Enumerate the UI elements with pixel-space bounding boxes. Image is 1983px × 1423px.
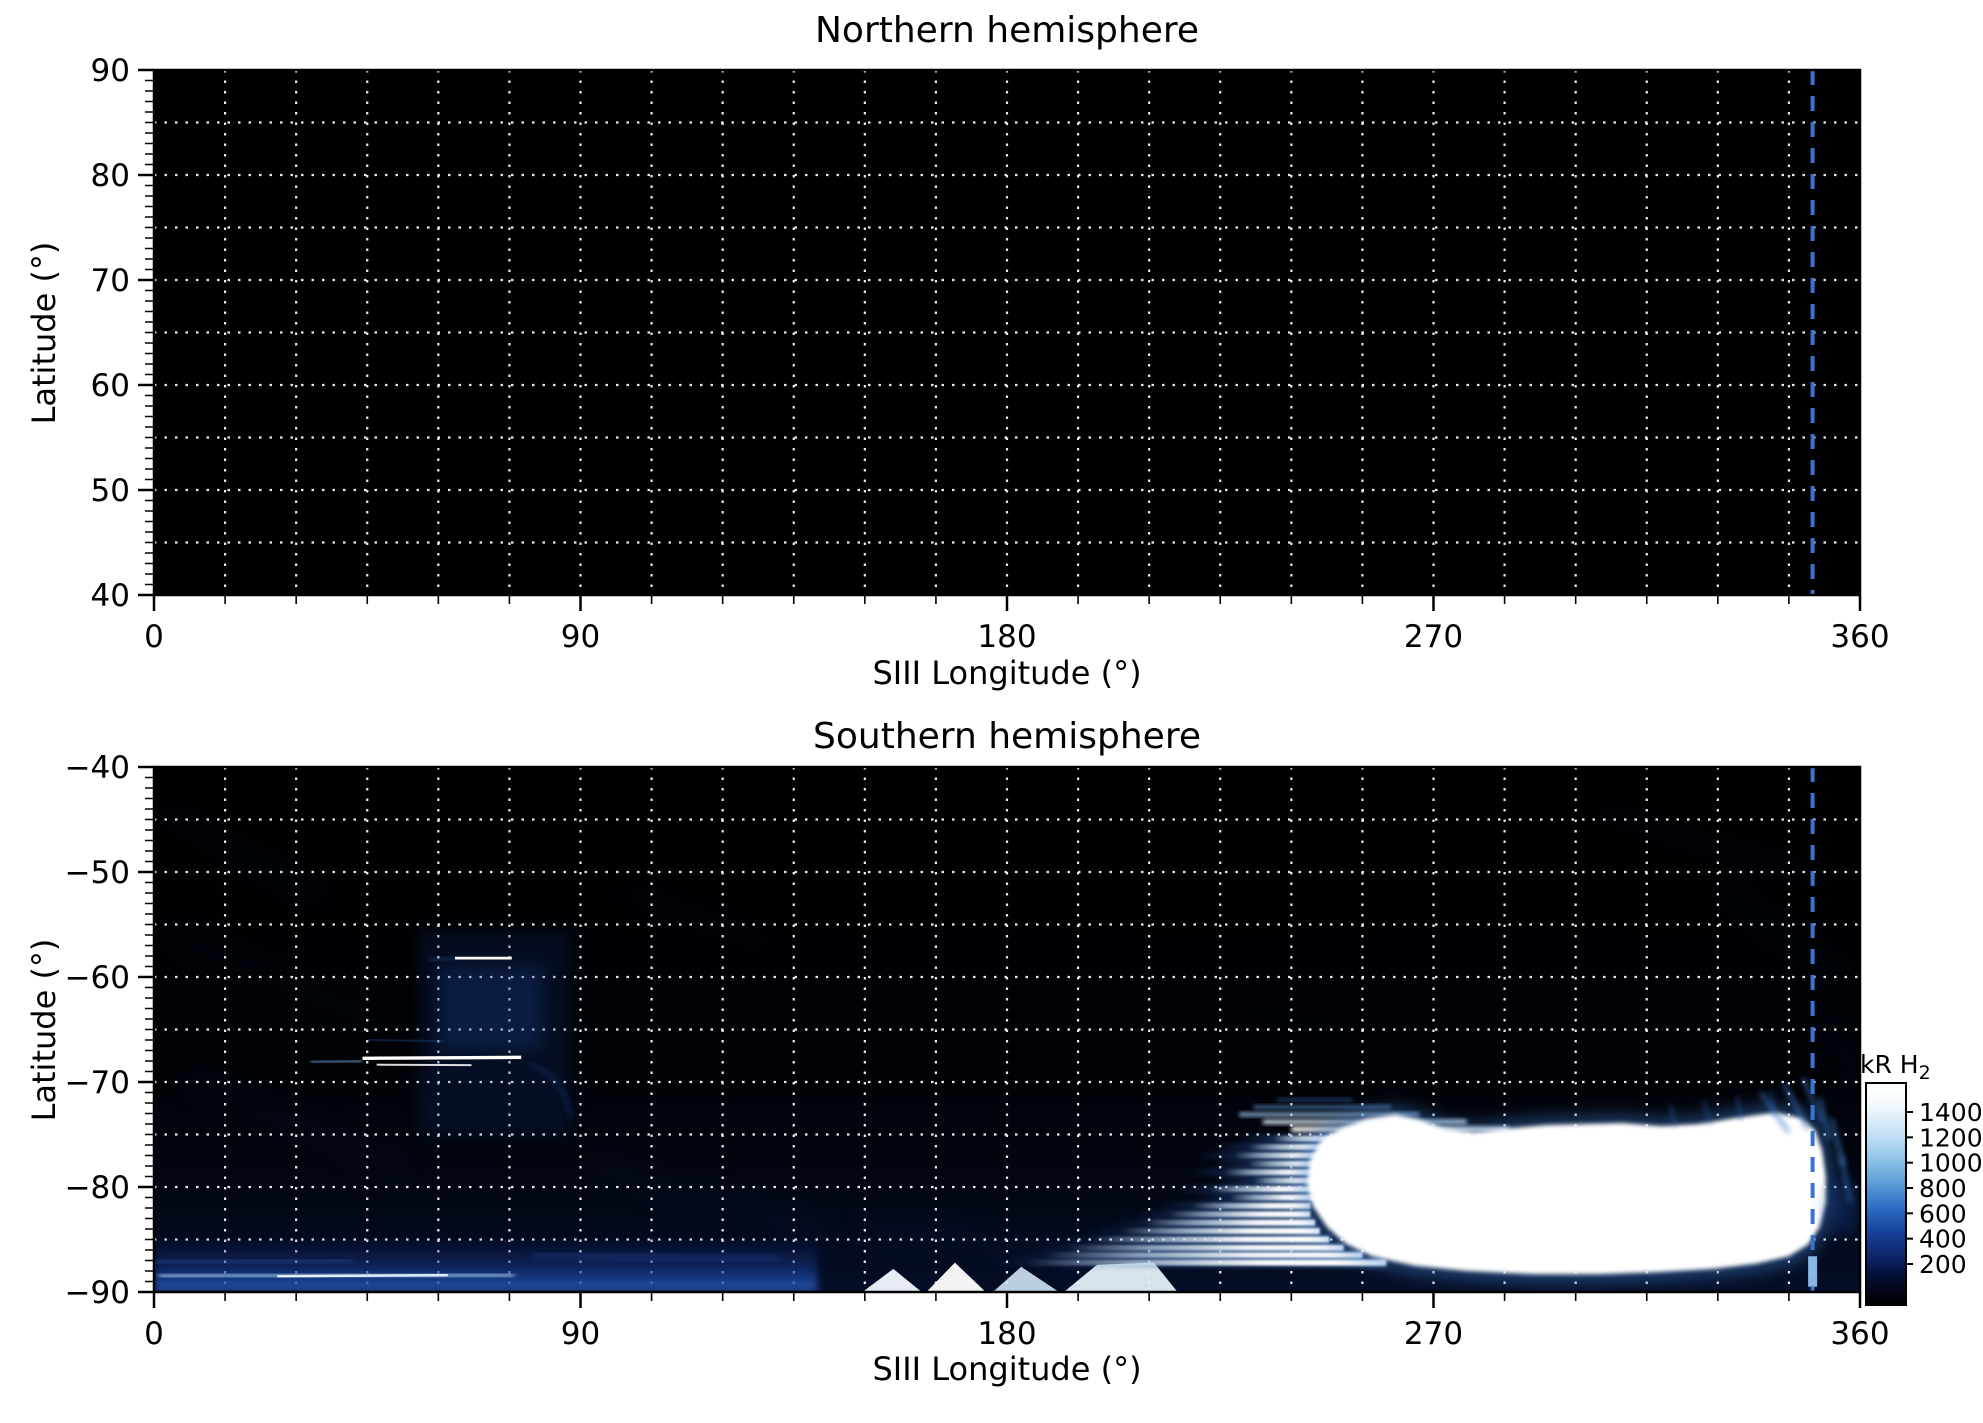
svg-text:0: 0: [144, 619, 164, 655]
svg-text:1400: 1400: [1919, 1098, 1983, 1127]
svg-text:90: 90: [91, 53, 130, 89]
svg-text:0: 0: [144, 1316, 164, 1352]
svg-text:80: 80: [91, 158, 130, 194]
svg-text:1000: 1000: [1919, 1149, 1983, 1178]
svg-text:600: 600: [1919, 1199, 1967, 1228]
svg-text:1200: 1200: [1919, 1123, 1983, 1152]
svg-text:180: 180: [977, 1316, 1036, 1352]
south-x-axis-label: SIII Longitude (°): [872, 1350, 1142, 1388]
svg-text:200: 200: [1919, 1250, 1967, 1279]
svg-text:−60: −60: [65, 960, 130, 996]
svg-text:90: 90: [561, 1316, 600, 1352]
svg-text:60: 60: [91, 368, 130, 404]
svg-text:−40: −40: [65, 750, 130, 786]
svg-text:360: 360: [1830, 1316, 1889, 1352]
svg-text:90: 90: [561, 619, 600, 655]
colorbar-title-text: kR H: [1860, 1050, 1919, 1079]
svg-text:−80: −80: [65, 1170, 130, 1206]
svg-text:360: 360: [1830, 619, 1889, 655]
svg-text:70: 70: [91, 263, 130, 299]
svg-text:400: 400: [1919, 1225, 1967, 1254]
colorbar-title: kR H2: [1860, 1050, 1931, 1084]
svg-text:800: 800: [1919, 1174, 1967, 1203]
svg-text:180: 180: [977, 619, 1036, 655]
north-x-axis-label: SIII Longitude (°): [872, 654, 1142, 692]
svg-text:270: 270: [1404, 619, 1463, 655]
colorbar-title-subscript: 2: [1918, 1062, 1931, 1084]
svg-text:−70: −70: [65, 1065, 130, 1101]
south-panel-title: Southern hemisphere: [813, 716, 1201, 757]
svg-text:−50: −50: [65, 855, 130, 891]
svg-text:−90: −90: [65, 1275, 130, 1311]
svg-text:50: 50: [91, 473, 130, 509]
svg-text:40: 40: [91, 578, 130, 614]
svg-text:270: 270: [1404, 1316, 1463, 1352]
north-panel-title: Northern hemisphere: [814, 10, 1200, 51]
